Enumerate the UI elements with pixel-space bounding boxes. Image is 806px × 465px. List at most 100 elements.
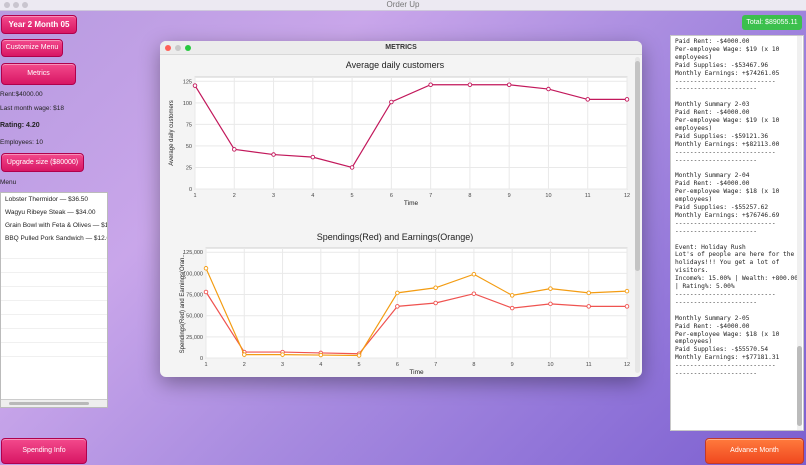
y-tick-label: 100 <box>183 101 192 107</box>
x-axis-label: Time <box>409 369 424 376</box>
monthly-summary-panel[interactable]: Paid Rent: -$4000.00 Per-employee Wage: … <box>670 35 804 431</box>
y-tick-label: 75 <box>186 122 192 128</box>
data-point <box>280 352 285 357</box>
x-tick-label: 5 <box>351 193 354 199</box>
x-tick-label: 5 <box>358 362 361 368</box>
x-tick-label: 4 <box>319 362 322 368</box>
minimize-metrics-icon[interactable] <box>175 44 181 51</box>
data-point <box>203 266 209 271</box>
y-tick-label: 25,000 <box>186 335 203 341</box>
data-point <box>548 286 553 291</box>
menu-item[interactable]: Grain Bowl with Feta & Olives — $1 <box>5 222 108 229</box>
window-titlebar: Order Up <box>0 0 806 11</box>
menu-empty-row <box>1 245 107 259</box>
series-line <box>194 84 627 169</box>
y-tick-label: 0 <box>200 356 203 362</box>
close-window-icon[interactable] <box>4 2 10 8</box>
menu-list[interactable]: Lobster Thermidor — $36.50 Wagyu Ribeye … <box>0 192 108 408</box>
zoom-window-icon[interactable] <box>22 2 28 8</box>
zoom-metrics-icon[interactable] <box>185 44 191 51</box>
x-tick-label: 11 <box>586 362 592 368</box>
x-tick-label: 2 <box>233 193 236 199</box>
minimize-window-icon[interactable] <box>13 2 19 8</box>
y-axis-label: Average daily customers <box>169 100 175 166</box>
employees-label: Employees: 10 <box>0 139 43 146</box>
plot-area <box>205 247 628 359</box>
x-tick-label: 12 <box>624 193 630 199</box>
data-point <box>356 353 362 358</box>
data-point <box>548 301 553 307</box>
menu-empty-row <box>1 301 107 315</box>
data-point <box>389 99 394 105</box>
series-line <box>205 268 628 357</box>
metrics-button[interactable]: Metrics <box>1 63 76 85</box>
metrics-vertical-scrollbar[interactable] <box>635 57 640 373</box>
x-tick-label: 11 <box>585 193 591 199</box>
data-point <box>242 352 247 357</box>
y-tick-label: 125 <box>183 79 192 85</box>
data-point <box>395 304 400 309</box>
data-point <box>395 290 400 296</box>
y-tick-label: 50,000 <box>186 314 203 320</box>
data-point <box>203 289 209 295</box>
menu-empty-row <box>1 343 107 357</box>
rent-label: Rent:$4000.00 <box>0 91 43 98</box>
x-tick-label: 2 <box>243 362 246 368</box>
y-axis-label: Spendings(Red) and Earnings(Oran... <box>180 252 186 353</box>
metrics-scroll-thumb[interactable] <box>635 61 640 271</box>
summary-vertical-scrollbar[interactable] <box>797 36 802 430</box>
x-tick-label: 3 <box>272 193 275 199</box>
advance-month-button[interactable]: Advance Month <box>705 438 804 464</box>
x-tick-label: 3 <box>281 362 284 368</box>
x-tick-label: 4 <box>311 193 314 199</box>
menu-empty-row <box>1 259 107 273</box>
data-point <box>433 285 438 291</box>
close-metrics-icon[interactable] <box>165 44 171 51</box>
data-point <box>509 293 515 298</box>
data-point <box>271 152 276 157</box>
data-point <box>318 352 324 358</box>
menu-empty-row <box>1 315 107 329</box>
x-tick-label: 8 <box>468 193 471 199</box>
summary-scroll-thumb[interactable] <box>797 346 802 426</box>
x-tick-label: 12 <box>624 362 630 368</box>
y-tick-label: 25 <box>186 165 192 171</box>
menu-empty-row <box>1 329 107 343</box>
data-point <box>624 304 630 309</box>
menu-item[interactable]: BBQ Pulled Pork Sandwich — $12.0 <box>5 235 108 242</box>
x-tick-label: 6 <box>390 193 393 199</box>
customize-menu-button[interactable]: Customize Menu <box>1 39 63 57</box>
window-title: Order Up <box>386 0 420 9</box>
menu-empty-row <box>1 287 107 301</box>
data-point <box>232 147 237 152</box>
y-tick-label: 0 <box>189 187 192 193</box>
x-tick-label: 6 <box>396 362 399 368</box>
menu-item[interactable]: Lobster Thermidor — $36.50 <box>5 196 88 203</box>
menu-item[interactable]: Wagyu Ribeye Steak — $34.00 <box>5 209 96 216</box>
x-tick-label: 1 <box>204 362 207 368</box>
data-point <box>546 86 551 92</box>
period-badge: Year 2 Month 05 <box>1 15 77 34</box>
data-point <box>471 271 477 277</box>
x-tick-label: 9 <box>511 362 514 368</box>
menu-scroll-thumb[interactable] <box>9 402 89 405</box>
metrics-titlebar: METRICS <box>160 41 642 55</box>
data-point <box>467 82 473 88</box>
chart1-title: Average daily customers <box>345 60 445 70</box>
data-point <box>586 290 591 296</box>
y-tick-label: 125,000 <box>183 250 203 256</box>
upgrade-size-button[interactable]: Upgrade size ($80000) <box>1 153 84 172</box>
data-point <box>428 82 433 88</box>
x-tick-label: 7 <box>429 193 432 199</box>
data-point <box>506 82 512 88</box>
menu-horizontal-scrollbar[interactable] <box>1 399 107 407</box>
spending-info-button[interactable]: Spending Info <box>1 438 87 464</box>
x-tick-label: 9 <box>508 193 511 199</box>
data-point <box>192 83 198 88</box>
monthly-summary-text: Paid Rent: -$4000.00 Per-employee Wage: … <box>675 38 798 378</box>
y-tick-label: 75,000 <box>186 293 203 299</box>
x-tick-label: 8 <box>472 362 475 368</box>
y-tick-label: 100,000 <box>183 271 203 277</box>
data-point <box>471 291 477 296</box>
